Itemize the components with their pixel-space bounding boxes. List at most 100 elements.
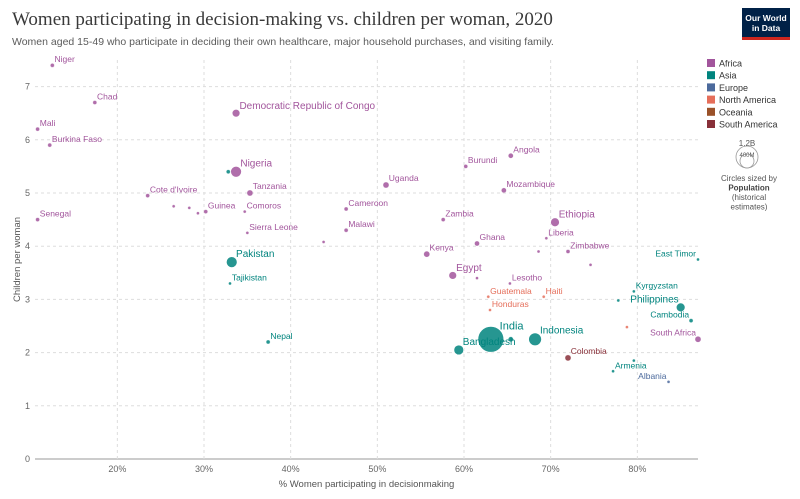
data-point[interactable] (50, 63, 55, 68)
data-point[interactable] (448, 271, 458, 280)
data-point[interactable] (477, 325, 505, 353)
point-label: Bangladesh (463, 337, 516, 348)
legend-label[interactable]: Asia (719, 71, 737, 81)
data-point[interactable] (536, 249, 541, 254)
data-point[interactable] (508, 153, 514, 159)
size-legend-value: 1.2B (739, 139, 755, 148)
point-label: Cameroon (348, 198, 388, 208)
data-point[interactable] (544, 236, 548, 240)
data-point[interactable] (694, 336, 702, 343)
data-point[interactable] (588, 263, 593, 267)
data-point[interactable] (245, 231, 249, 235)
data-point[interactable] (230, 165, 242, 178)
y-axis-title: Children per woman (12, 217, 23, 302)
legend-label[interactable]: Oceania (719, 107, 753, 117)
data-point[interactable] (616, 298, 620, 303)
point-label: Sierra Leone (249, 222, 298, 232)
data-point[interactable] (231, 108, 241, 118)
data-point[interactable] (463, 164, 468, 169)
data-point[interactable] (486, 295, 490, 299)
data-point[interactable] (225, 256, 238, 269)
data-point[interactable] (246, 189, 254, 197)
data-point[interactable] (441, 217, 446, 222)
data-point[interactable] (47, 142, 52, 148)
data-point[interactable] (528, 332, 542, 347)
data-point[interactable] (501, 187, 507, 193)
data-point[interactable] (632, 289, 636, 294)
data-point[interactable] (508, 336, 514, 342)
data-point[interactable] (611, 369, 615, 373)
data-point[interactable] (423, 251, 430, 258)
point-label: Senegal (40, 208, 71, 218)
data-point[interactable] (508, 281, 512, 286)
point-label: Democratic Republic of Congo (239, 101, 375, 112)
legend-label[interactable]: Africa (719, 59, 742, 69)
data-point[interactable] (92, 100, 97, 105)
data-point[interactable] (565, 249, 571, 254)
point-label: Colombia (571, 346, 607, 356)
data-point[interactable] (343, 228, 349, 233)
data-point[interactable] (228, 281, 232, 286)
logo-line-1: Our World (745, 13, 787, 23)
data-point[interactable] (542, 295, 546, 299)
data-point[interactable] (172, 204, 176, 208)
data-point[interactable] (675, 302, 686, 313)
point-label: Guatemala (490, 286, 532, 296)
x-tick-label: 40% (282, 464, 300, 474)
point-label: Cote d'Ivoire (150, 184, 198, 194)
point-label: Egypt (456, 263, 482, 274)
data-point[interactable] (196, 211, 200, 215)
legend-swatch (707, 71, 715, 80)
data-point[interactable] (475, 276, 479, 280)
chart-subtitle: Women aged 15-49 who participate in deci… (12, 36, 554, 48)
data-point[interactable] (666, 380, 671, 384)
point-label: Zimbabwe (570, 240, 609, 250)
grid-lines (35, 60, 698, 460)
point-label: East Timor (655, 249, 696, 259)
point-label: Malawi (348, 219, 375, 229)
data-point[interactable] (474, 240, 480, 247)
data-point[interactable] (226, 169, 231, 174)
point-label: Burkina Faso (52, 134, 102, 144)
data-point[interactable] (453, 344, 465, 356)
data-point[interactable] (382, 181, 390, 189)
data-point[interactable] (35, 217, 40, 222)
data-point[interactable] (550, 217, 560, 228)
data-point[interactable] (265, 339, 271, 345)
point-label: India (500, 321, 525, 333)
point-label: Liberia (548, 227, 574, 237)
legend-label[interactable]: North America (719, 95, 776, 105)
data-point[interactable] (696, 257, 700, 262)
legend-label[interactable]: Europe (719, 83, 748, 93)
data-point[interactable] (632, 358, 636, 363)
y-tick-label: 6 (25, 135, 30, 145)
region-legend: Africa Asia Europe North America Oceania Sout… (707, 59, 778, 130)
point-label: Tajikistan (232, 273, 267, 283)
data-point[interactable] (625, 325, 629, 329)
owid-logo[interactable]: Our World in Data (742, 8, 790, 40)
point-label: Mozambique (506, 179, 555, 189)
size-legend-circle-small (739, 153, 755, 169)
point-label: Honduras (492, 299, 529, 309)
axes: 0 1 2 3 4 5 6 7 20% 30% 40% 50% 60% 70% 80% % Women par… (12, 82, 646, 490)
legend-swatch (707, 95, 715, 104)
legend-label[interactable]: South America (719, 120, 778, 130)
data-point[interactable] (564, 354, 572, 362)
chart-title: Women participating in decision-making v… (12, 9, 553, 30)
data-point[interactable] (187, 206, 191, 210)
x-tick-label: 50% (368, 464, 386, 474)
data-point[interactable] (243, 209, 247, 214)
data-points (35, 63, 702, 384)
data-point[interactable] (488, 308, 492, 312)
data-point[interactable] (343, 206, 349, 212)
point-label: Philippines (630, 295, 678, 306)
data-point[interactable] (35, 127, 40, 132)
point-label: Ethiopia (559, 210, 596, 221)
point-label: Guinea (208, 200, 236, 210)
x-tick-label: 20% (108, 464, 126, 474)
data-point[interactable] (145, 193, 150, 198)
point-label: Mali (40, 118, 56, 128)
data-point[interactable] (321, 240, 326, 244)
data-point[interactable] (203, 209, 208, 214)
data-point[interactable] (688, 318, 694, 323)
